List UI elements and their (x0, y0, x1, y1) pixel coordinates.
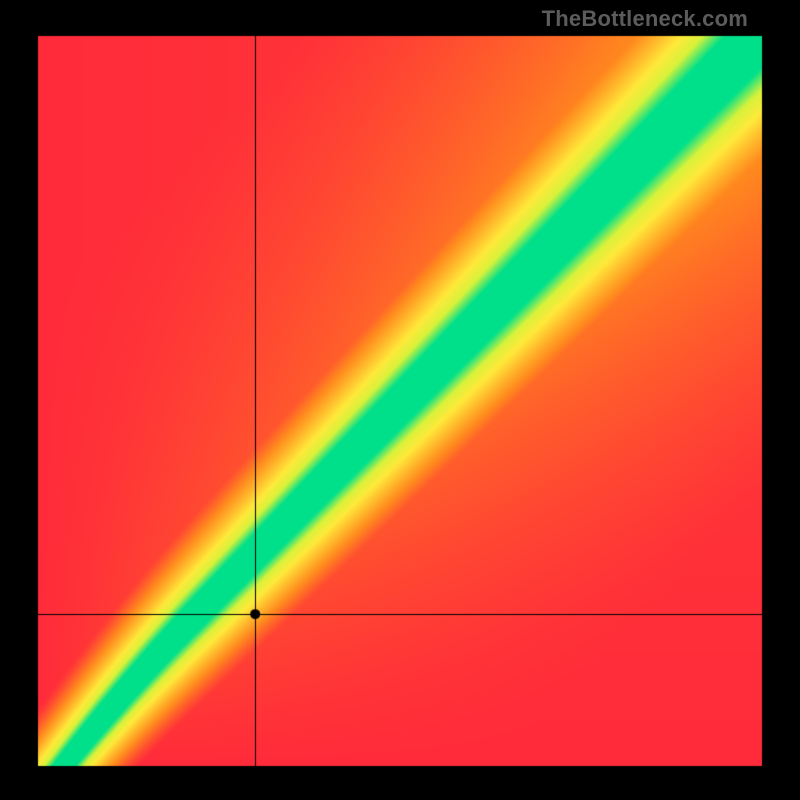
chart-container: TheBottleneck.com (0, 0, 800, 800)
bottleneck-heatmap (0, 0, 800, 800)
watermark-text: TheBottleneck.com (542, 6, 748, 32)
